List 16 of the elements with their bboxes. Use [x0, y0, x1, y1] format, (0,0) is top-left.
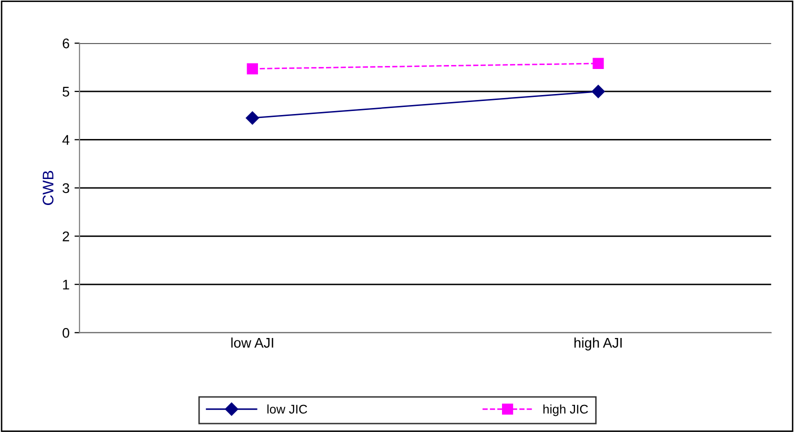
y-axis-title: CWB	[42, 170, 54, 205]
x-tick-label: high AJI	[574, 338, 622, 350]
y-tick-label: 3	[62, 183, 70, 194]
point	[246, 111, 259, 125]
y-tick-label: 5	[62, 86, 70, 97]
y-tick-label: 0	[62, 328, 70, 338]
point	[246, 63, 258, 74]
point	[592, 84, 605, 98]
legend-label: high JIC	[543, 404, 588, 416]
point	[592, 58, 604, 70]
legend-label: low JIC	[267, 404, 308, 414]
x-tick-label: low AJI	[231, 338, 274, 348]
y-tick-label: 4	[62, 135, 70, 145]
y-tick-label: 2	[62, 231, 70, 242]
y-tick-label: 6	[62, 38, 70, 48]
y-tick-label: 1	[63, 280, 70, 290]
